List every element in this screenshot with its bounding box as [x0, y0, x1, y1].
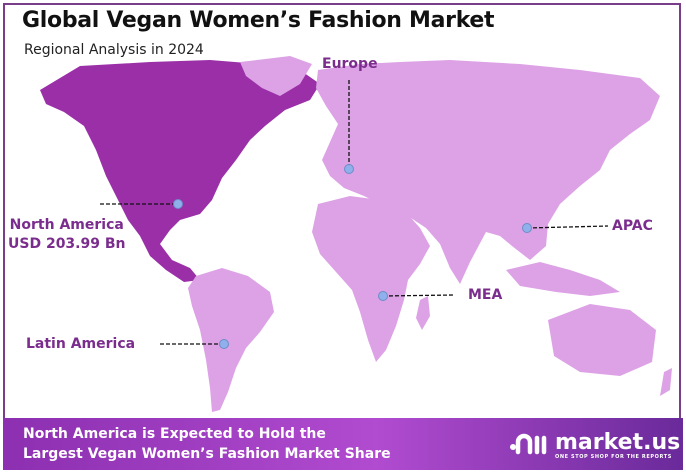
footer-line-1: North America is Expected to Hold the	[23, 426, 326, 442]
label-latin-america: Latin America	[26, 336, 136, 352]
brand-tagline: ONE STOP SHOP FOR THE REPORTS	[555, 454, 672, 460]
footer-banner: North America is Expected to Hold the La…	[3, 418, 683, 470]
footer-message: North America is Expected to Hold the La…	[23, 424, 391, 464]
marker-apac	[522, 223, 532, 233]
region-latin-america-shape	[188, 268, 274, 412]
footer-line-2: Largest Vegan Women’s Fashion Market Sha…	[23, 446, 391, 462]
north-america-value: USD 203.99 Bn	[8, 236, 126, 252]
label-apac: APAC	[612, 218, 653, 234]
label-mea: MEA	[468, 287, 503, 303]
marker-mea	[378, 291, 388, 301]
page-subtitle: Regional Analysis in 2024	[24, 42, 204, 58]
market-us-logo-icon	[510, 433, 547, 455]
marker-latin-america	[219, 339, 229, 349]
region-north-america-shape	[40, 60, 320, 282]
brand-name: market.us	[555, 430, 681, 455]
label-north-america: North America USD 203.99 Bn	[8, 216, 125, 254]
marker-europe	[344, 164, 354, 174]
region-europe-apac-shape	[316, 60, 660, 284]
brand-logo: market.us ONE STOP SHOP FOR THE REPORTS	[509, 430, 681, 460]
marker-north-america	[173, 199, 183, 209]
north-america-name: North America	[9, 217, 124, 233]
label-europe: Europe	[322, 56, 378, 72]
page-title: Global Vegan Women’s Fashion Market	[22, 8, 495, 33]
region-greenland-shape	[240, 56, 312, 96]
region-mea-shape	[312, 196, 430, 362]
region-australia-shape	[548, 304, 656, 376]
